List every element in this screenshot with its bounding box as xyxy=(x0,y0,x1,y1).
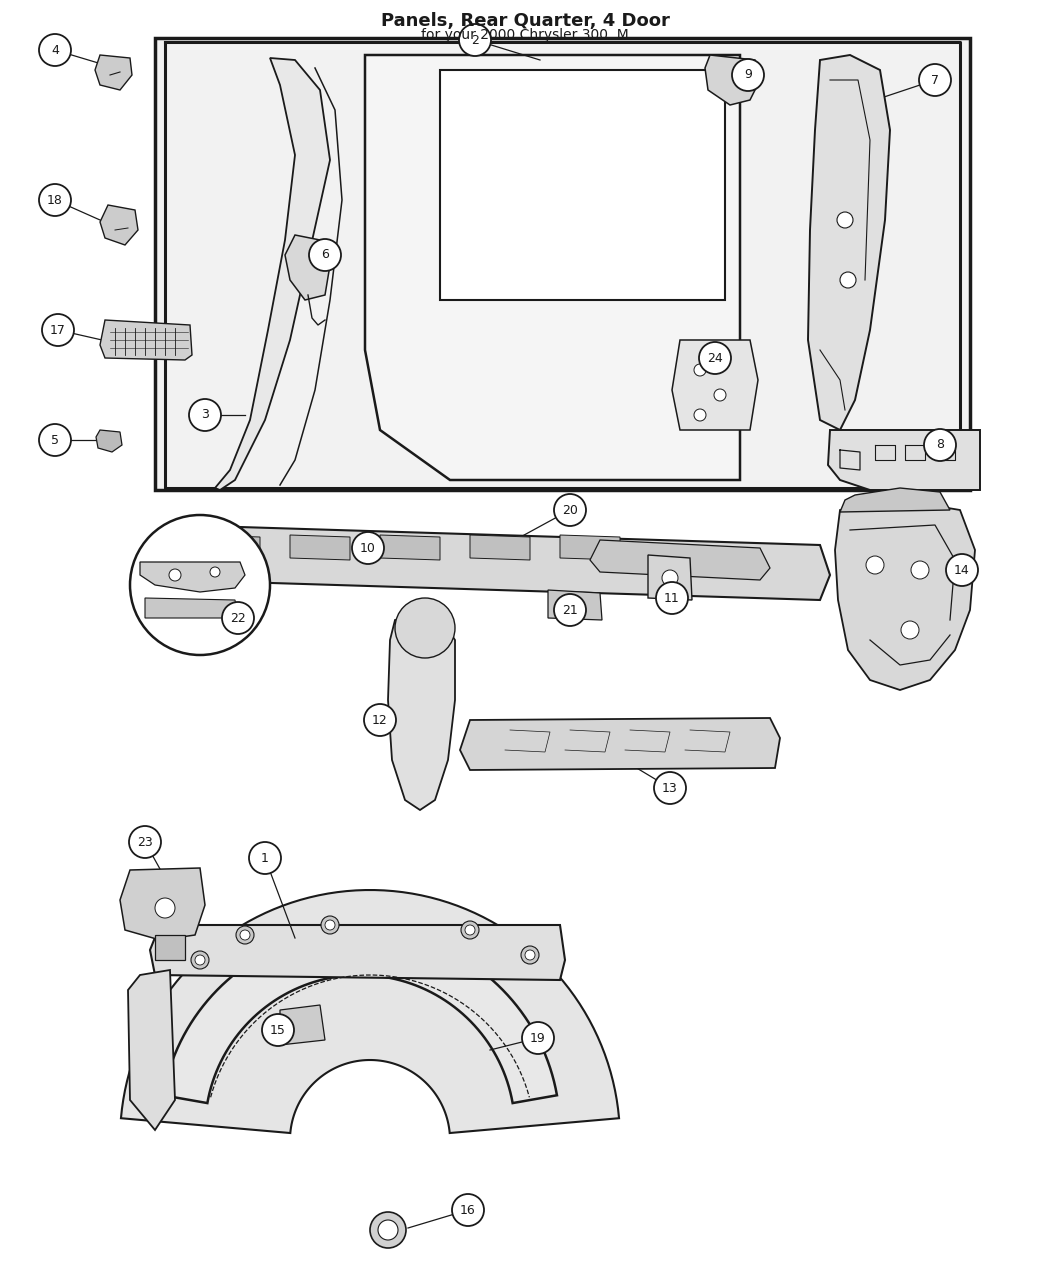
Polygon shape xyxy=(94,55,132,89)
Polygon shape xyxy=(460,718,780,770)
Polygon shape xyxy=(155,935,185,960)
Polygon shape xyxy=(285,235,330,300)
Polygon shape xyxy=(100,321,192,360)
Text: 3: 3 xyxy=(201,409,209,421)
Circle shape xyxy=(42,314,74,346)
Circle shape xyxy=(919,64,951,96)
Text: 15: 15 xyxy=(270,1023,286,1037)
Text: 10: 10 xyxy=(360,541,376,554)
Polygon shape xyxy=(380,535,440,561)
Text: 16: 16 xyxy=(460,1203,476,1217)
Polygon shape xyxy=(150,925,565,979)
Text: 20: 20 xyxy=(562,503,578,516)
Circle shape xyxy=(378,1220,398,1240)
Polygon shape xyxy=(835,501,975,690)
Polygon shape xyxy=(140,562,245,593)
Circle shape xyxy=(837,212,853,229)
Text: 4: 4 xyxy=(51,43,59,56)
Polygon shape xyxy=(590,540,770,580)
Circle shape xyxy=(130,515,270,655)
Text: 22: 22 xyxy=(230,612,246,624)
Circle shape xyxy=(694,409,706,421)
Text: 6: 6 xyxy=(321,249,329,262)
Text: 14: 14 xyxy=(954,563,970,576)
Circle shape xyxy=(465,925,475,935)
Polygon shape xyxy=(365,55,740,480)
Polygon shape xyxy=(200,535,260,561)
Circle shape xyxy=(694,364,706,375)
Polygon shape xyxy=(828,430,980,490)
Circle shape xyxy=(554,494,586,526)
Polygon shape xyxy=(165,525,830,600)
Circle shape xyxy=(699,342,731,374)
Circle shape xyxy=(129,826,161,858)
Text: Panels, Rear Quarter, 4 Door: Panels, Rear Quarter, 4 Door xyxy=(380,11,670,29)
Circle shape xyxy=(459,24,491,56)
Circle shape xyxy=(554,594,586,626)
Circle shape xyxy=(522,1022,554,1054)
Circle shape xyxy=(662,570,678,586)
Text: 17: 17 xyxy=(50,323,66,337)
Circle shape xyxy=(364,704,396,736)
Circle shape xyxy=(321,916,339,933)
Circle shape xyxy=(191,951,209,969)
Circle shape xyxy=(309,239,341,271)
Circle shape xyxy=(911,561,929,578)
Text: 13: 13 xyxy=(663,782,678,794)
Text: 21: 21 xyxy=(562,604,578,617)
Polygon shape xyxy=(280,1005,326,1045)
Circle shape xyxy=(236,926,254,944)
Circle shape xyxy=(210,567,220,577)
Circle shape xyxy=(39,184,71,216)
Circle shape xyxy=(155,898,175,918)
Polygon shape xyxy=(215,57,330,490)
Circle shape xyxy=(525,950,536,960)
Polygon shape xyxy=(672,340,758,430)
Text: 7: 7 xyxy=(931,74,939,87)
Circle shape xyxy=(39,34,71,66)
Text: 9: 9 xyxy=(744,69,752,82)
Circle shape xyxy=(654,773,686,805)
Polygon shape xyxy=(120,868,205,940)
Polygon shape xyxy=(705,55,760,105)
Polygon shape xyxy=(128,971,175,1130)
Circle shape xyxy=(901,621,919,638)
Polygon shape xyxy=(145,598,238,618)
Text: 24: 24 xyxy=(707,351,722,364)
Text: 5: 5 xyxy=(51,433,59,447)
Text: for your 2000 Chrysler 300  M: for your 2000 Chrysler 300 M xyxy=(421,28,629,42)
Circle shape xyxy=(189,398,220,432)
Polygon shape xyxy=(808,55,890,430)
Circle shape xyxy=(326,919,335,930)
Text: 8: 8 xyxy=(936,438,944,452)
Text: 19: 19 xyxy=(530,1032,546,1045)
Polygon shape xyxy=(290,535,350,561)
Circle shape xyxy=(946,554,978,586)
Circle shape xyxy=(262,1014,294,1046)
Text: 18: 18 xyxy=(47,194,63,207)
Circle shape xyxy=(452,1194,484,1226)
Polygon shape xyxy=(163,930,556,1103)
Circle shape xyxy=(732,59,764,91)
Text: 2: 2 xyxy=(471,33,479,46)
Polygon shape xyxy=(388,618,455,810)
Text: 23: 23 xyxy=(138,835,153,848)
Circle shape xyxy=(656,582,688,614)
Polygon shape xyxy=(560,535,619,561)
Polygon shape xyxy=(121,890,620,1133)
Circle shape xyxy=(169,570,181,581)
Polygon shape xyxy=(648,555,692,600)
Circle shape xyxy=(521,946,539,964)
Circle shape xyxy=(395,598,455,658)
Text: 1: 1 xyxy=(261,852,269,865)
Circle shape xyxy=(461,921,479,939)
Polygon shape xyxy=(100,206,138,245)
Circle shape xyxy=(222,601,254,633)
Text: 11: 11 xyxy=(664,591,680,604)
Polygon shape xyxy=(548,590,602,621)
Circle shape xyxy=(924,429,956,461)
Circle shape xyxy=(249,842,281,873)
Circle shape xyxy=(866,555,884,573)
Circle shape xyxy=(352,533,384,564)
